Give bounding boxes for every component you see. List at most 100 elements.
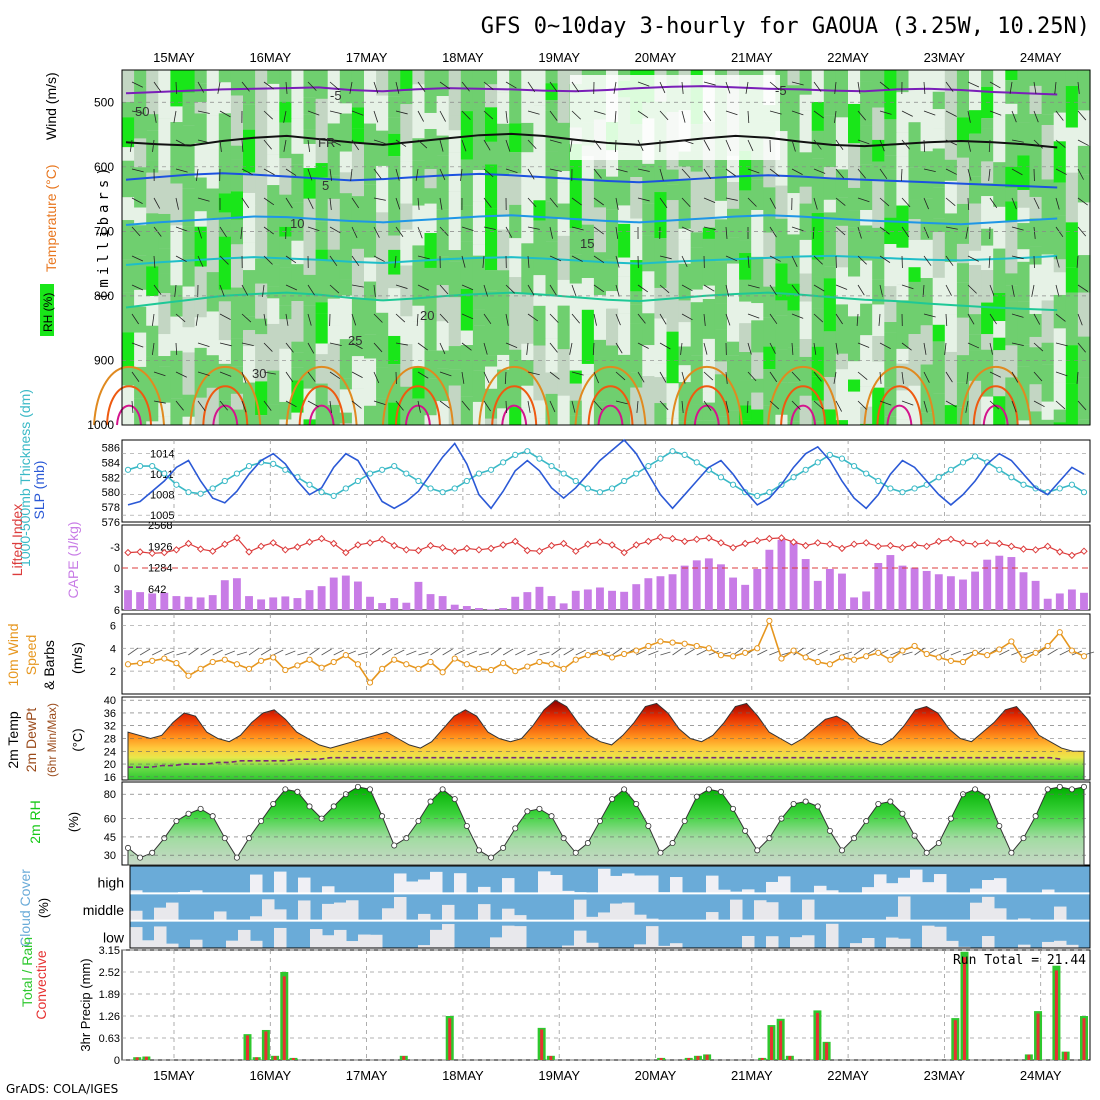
cloud-cell (850, 943, 863, 948)
wind-barb (659, 81, 666, 94)
rh-shade-cell (642, 345, 655, 377)
wind-barb (681, 81, 684, 94)
series-point (645, 642, 652, 650)
wind-barb (1033, 400, 1045, 408)
rh-shade-cell (448, 70, 462, 116)
cloud-cell (442, 924, 455, 948)
li-point (935, 537, 943, 546)
wind-barb (834, 110, 837, 123)
rh-shade-cell (690, 171, 704, 196)
wind-barb (593, 139, 602, 150)
surface-wind-barb (406, 650, 417, 656)
isotherm-35-curve (308, 404, 335, 426)
cape-bar (390, 598, 399, 610)
wind-barb (571, 371, 584, 376)
wind-barb (395, 81, 400, 94)
rh-shade-cell (339, 412, 353, 424)
series-point (584, 485, 591, 492)
rh-shade-cell (376, 367, 389, 399)
wind-barb (637, 284, 649, 293)
convective-bar (291, 1058, 295, 1060)
rh-shade-cell (460, 241, 474, 289)
convective-bar (1054, 970, 1058, 1060)
rh-shade-cell (243, 172, 256, 193)
rh-shade-cell (472, 244, 486, 256)
wind-barb (527, 197, 537, 208)
rh-shade-cell (823, 409, 837, 425)
series-point (899, 647, 906, 654)
cloud-row-label: low (103, 929, 125, 945)
rh-shade-cell (932, 109, 946, 129)
wind-barb (1033, 197, 1040, 210)
wind-barb (483, 139, 491, 151)
rh-shade-cell (315, 354, 329, 384)
convective-bar (788, 1056, 792, 1060)
rh-shade-cell (1017, 122, 1031, 146)
rh-shade-cell (714, 200, 728, 220)
wind-barb (813, 139, 822, 150)
rh-shade-cell (424, 312, 438, 336)
wind-barb (791, 81, 804, 86)
wind-barb (659, 284, 670, 294)
rh-shade-cell (315, 177, 329, 222)
wind-barb (745, 81, 749, 94)
rh-shade-cell (1077, 377, 1091, 394)
wind-barb (439, 81, 450, 90)
cloud-cell (322, 903, 335, 921)
rh-shade-cell (436, 155, 450, 210)
rh-shade-cell (811, 213, 825, 260)
rh-shade-cell (533, 275, 547, 306)
rh-shade-cell (412, 70, 426, 85)
panel-axis-label: (m/s) (69, 642, 85, 674)
rh-point (233, 854, 240, 861)
wind-barb (483, 400, 491, 412)
rh-shade-cell (436, 321, 450, 351)
wind-barb (659, 197, 668, 208)
rh-shade-cell (823, 178, 837, 200)
rh-shade-cell (230, 219, 244, 245)
cloud-cell (250, 916, 263, 921)
rh-shade-cell (485, 270, 498, 291)
convective-bar (264, 1031, 268, 1060)
rh-shade-cell (884, 70, 897, 120)
bottom-date-label: 15MAY (153, 1068, 195, 1083)
wind-barb (153, 284, 162, 295)
surface-wind-barb (1011, 650, 1022, 656)
series-point (754, 492, 761, 500)
rh-shade-cell (981, 228, 994, 246)
rh-point (221, 835, 228, 842)
wind-barb (1009, 81, 1013, 94)
li-point (342, 548, 350, 557)
rh-shade-cell (122, 220, 135, 260)
wind-barb (637, 110, 649, 119)
rh-shade-cell (291, 264, 305, 302)
cloud-cell (166, 902, 179, 921)
rh-shade-cell (678, 228, 692, 240)
rh-shade-cell (775, 382, 789, 415)
wind-barb (417, 371, 429, 379)
rh-shade-cell (739, 301, 752, 324)
series-point (645, 462, 652, 470)
rh-shade-cell (509, 123, 522, 153)
cloud-cell (538, 871, 551, 894)
wind-barb (1031, 284, 1035, 297)
wind-barb (923, 81, 926, 94)
li-point (584, 540, 592, 548)
panel-axis-label: (°C) (70, 728, 85, 751)
rh-shade-cell (134, 207, 147, 226)
wind-barb (945, 139, 958, 146)
rh-shade-cell (364, 405, 377, 425)
rh-shade-cell (351, 356, 365, 389)
series-point (379, 665, 386, 672)
series-point (633, 470, 640, 477)
li-point (257, 542, 265, 551)
wind-barb (505, 110, 508, 123)
cape-bar (680, 565, 689, 610)
rh-shade-cell (775, 300, 789, 316)
convective-bar (1082, 1018, 1086, 1060)
rh-point (294, 788, 301, 795)
wind-barb (175, 168, 188, 173)
rh-axis-label: RH (%) (41, 293, 55, 332)
rh-shade-cell (424, 128, 438, 170)
